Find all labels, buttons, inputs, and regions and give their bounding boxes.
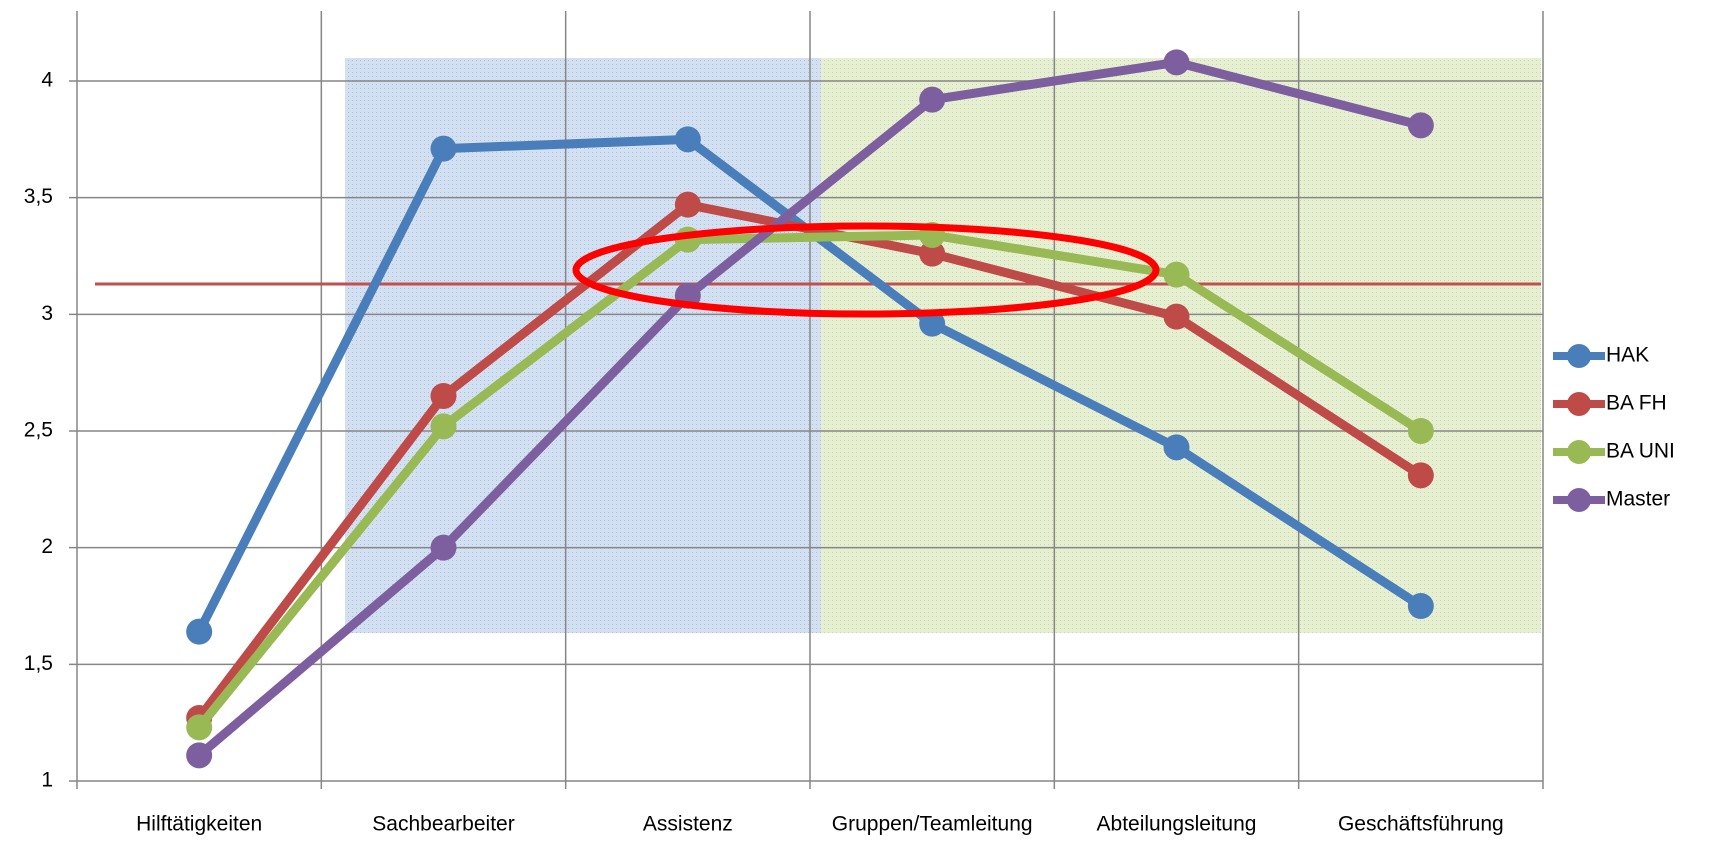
data-point	[919, 310, 946, 337]
plot	[95, 49, 1541, 769]
data-point	[1407, 112, 1434, 139]
shaded-region	[821, 58, 1541, 633]
data-point	[1407, 593, 1434, 619]
y-tick-label: 3	[41, 302, 53, 325]
legend-marker	[1567, 488, 1591, 512]
background	[345, 58, 1541, 633]
y-tick-label: 4	[41, 69, 53, 92]
y-tick-label: 1,5	[24, 652, 53, 675]
y-tick-label: 1	[41, 769, 53, 792]
y-tick-label: 2,5	[24, 419, 53, 442]
highlight-ellipse	[572, 222, 1160, 318]
legend-marker	[1567, 392, 1591, 416]
x-tick-label: Assistenz	[643, 813, 733, 836]
legend-label: HAK	[1606, 344, 1649, 367]
legend-marker	[1567, 344, 1591, 368]
shaded-region	[345, 58, 821, 633]
series-line	[196, 57, 1422, 759]
data-point	[1407, 462, 1434, 489]
legend-label: Master	[1606, 488, 1670, 511]
x-tick-label: Abteilungsleitung	[1097, 813, 1257, 836]
data-point	[186, 742, 213, 769]
data-point	[919, 240, 946, 267]
data-point	[430, 135, 457, 162]
data-point	[186, 618, 213, 645]
data-point	[1163, 434, 1190, 461]
data-point	[674, 126, 701, 153]
data-point	[1163, 303, 1190, 330]
data-point	[674, 191, 701, 218]
data-point	[1163, 49, 1190, 76]
legend: HAK BA FH BA UNI Master	[1553, 344, 1675, 512]
legend-label: BA UNI	[1606, 440, 1675, 463]
data-point	[186, 714, 213, 741]
x-tick-label: Geschäftsführung	[1338, 813, 1504, 836]
data-point	[1407, 418, 1434, 444]
data-point	[919, 86, 946, 113]
y-tick-label: 2	[41, 535, 53, 558]
x-tick-label: Gruppen/Teamleitung	[832, 813, 1033, 836]
x-tick-label: Hilftätigkeiten	[136, 813, 262, 836]
legend-label: BA FH	[1606, 392, 1667, 415]
legend-marker	[1567, 440, 1591, 464]
x-tick-label: Sachbearbeiter	[372, 813, 514, 836]
data-point	[430, 534, 457, 561]
y-tick-label: 3,5	[24, 185, 53, 208]
data-point	[1163, 261, 1190, 288]
series-line	[195, 230, 1424, 731]
data-point	[430, 383, 457, 409]
data-point	[430, 413, 457, 440]
